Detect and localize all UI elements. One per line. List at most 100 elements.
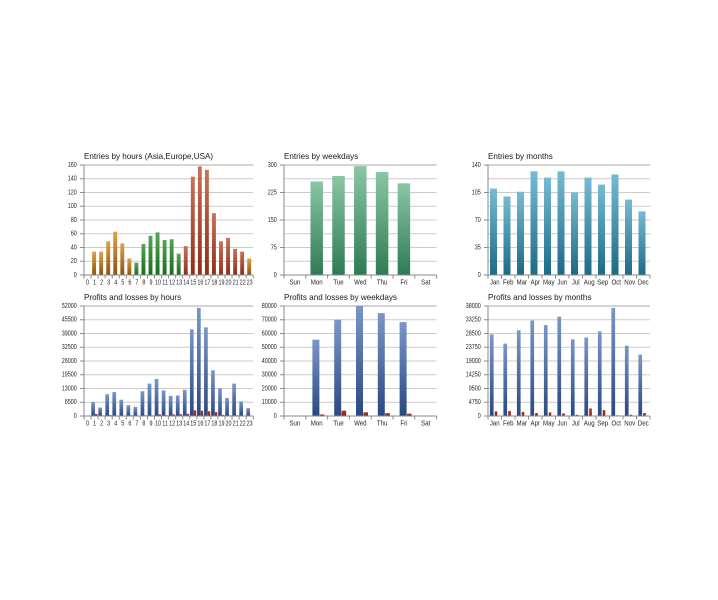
svg-text:23: 23 xyxy=(247,420,253,428)
svg-text:20: 20 xyxy=(226,279,232,287)
svg-text:18: 18 xyxy=(211,279,217,287)
svg-text:40: 40 xyxy=(71,244,77,252)
svg-text:1: 1 xyxy=(93,279,96,287)
svg-text:10000: 10000 xyxy=(262,398,277,406)
svg-text:Wed: Wed xyxy=(354,420,367,428)
svg-text:Jan: Jan xyxy=(490,279,500,287)
svg-text:Sat: Sat xyxy=(421,420,430,428)
svg-text:0: 0 xyxy=(274,271,277,279)
svg-text:28500: 28500 xyxy=(466,330,481,338)
svg-text:70: 70 xyxy=(475,216,481,224)
svg-text:Tue: Tue xyxy=(333,420,344,428)
svg-text:7: 7 xyxy=(135,279,138,287)
svg-text:0: 0 xyxy=(74,271,77,279)
svg-text:Entries by months: Entries by months xyxy=(488,152,553,161)
svg-text:Wed: Wed xyxy=(354,279,367,287)
svg-text:4: 4 xyxy=(114,420,117,428)
svg-text:140: 140 xyxy=(68,175,77,183)
svg-text:Sep: Sep xyxy=(597,420,608,428)
svg-text:3: 3 xyxy=(107,279,110,287)
svg-text:Jan: Jan xyxy=(490,420,500,428)
svg-text:160: 160 xyxy=(68,161,77,169)
svg-text:10: 10 xyxy=(155,420,161,428)
svg-text:140: 140 xyxy=(472,161,481,169)
svg-text:Sun: Sun xyxy=(289,279,300,287)
svg-text:20: 20 xyxy=(226,420,232,428)
svg-text:Sun: Sun xyxy=(289,420,300,428)
svg-text:Sat: Sat xyxy=(421,279,430,287)
svg-text:Aug: Aug xyxy=(584,420,595,428)
svg-text:Mon: Mon xyxy=(311,420,323,428)
svg-text:8: 8 xyxy=(142,420,145,428)
svg-text:16: 16 xyxy=(197,279,203,287)
svg-text:Aug: Aug xyxy=(584,279,595,287)
svg-text:23750: 23750 xyxy=(466,343,481,351)
svg-text:80: 80 xyxy=(71,216,77,224)
svg-text:17: 17 xyxy=(204,279,210,287)
svg-text:Apr: Apr xyxy=(530,420,540,428)
svg-text:4: 4 xyxy=(114,279,117,287)
svg-text:Entries by weekdays: Entries by weekdays xyxy=(284,152,358,161)
svg-text:0: 0 xyxy=(74,412,77,420)
svg-text:13: 13 xyxy=(176,279,182,287)
svg-text:32500: 32500 xyxy=(62,343,77,351)
svg-text:80000: 80000 xyxy=(262,302,277,310)
svg-text:10: 10 xyxy=(155,279,161,287)
svg-text:5: 5 xyxy=(121,279,124,287)
svg-text:May: May xyxy=(543,420,555,428)
svg-text:300: 300 xyxy=(268,161,277,169)
svg-text:30000: 30000 xyxy=(262,371,277,379)
svg-text:13000: 13000 xyxy=(62,385,77,393)
svg-text:Profits and losses by weekdays: Profits and losses by weekdays xyxy=(284,293,397,302)
svg-text:0: 0 xyxy=(274,412,277,420)
svg-text:Apr: Apr xyxy=(530,279,540,287)
svg-text:7: 7 xyxy=(135,420,138,428)
svg-text:12: 12 xyxy=(169,420,175,428)
svg-text:Oct: Oct xyxy=(611,420,621,428)
svg-text:Nov: Nov xyxy=(624,279,635,287)
svg-text:40000: 40000 xyxy=(262,357,277,365)
svg-text:Fri: Fri xyxy=(400,420,408,428)
svg-text:70000: 70000 xyxy=(262,316,277,324)
svg-text:15: 15 xyxy=(190,279,196,287)
svg-text:20000: 20000 xyxy=(262,385,277,393)
svg-text:9: 9 xyxy=(149,279,152,287)
svg-text:6: 6 xyxy=(128,420,131,428)
svg-text:16: 16 xyxy=(197,420,203,428)
svg-text:Profits and losses by hours: Profits and losses by hours xyxy=(84,293,181,302)
svg-text:17: 17 xyxy=(204,420,210,428)
svg-text:105: 105 xyxy=(472,189,481,197)
svg-text:May: May xyxy=(543,279,555,287)
svg-text:9: 9 xyxy=(149,420,152,428)
svg-text:23: 23 xyxy=(247,279,253,287)
svg-text:Thu: Thu xyxy=(377,420,388,428)
svg-text:2: 2 xyxy=(100,279,103,287)
svg-text:Oct: Oct xyxy=(611,279,621,287)
svg-text:Mon: Mon xyxy=(311,279,323,287)
svg-text:Jul: Jul xyxy=(572,279,580,287)
svg-text:0: 0 xyxy=(478,271,481,279)
svg-text:11: 11 xyxy=(162,420,168,428)
svg-text:0: 0 xyxy=(478,412,481,420)
svg-text:Feb: Feb xyxy=(503,420,514,428)
svg-text:11: 11 xyxy=(162,279,168,287)
svg-text:6500: 6500 xyxy=(65,398,77,406)
svg-text:20: 20 xyxy=(71,257,77,265)
svg-text:Entries by hours (Asia,Europe,: Entries by hours (Asia,Europe,USA) xyxy=(84,152,213,161)
svg-text:Dec: Dec xyxy=(638,420,649,428)
svg-text:225: 225 xyxy=(268,189,277,197)
svg-text:Fri: Fri xyxy=(400,279,408,287)
svg-text:0: 0 xyxy=(86,420,89,428)
svg-text:150: 150 xyxy=(268,216,277,224)
svg-text:19: 19 xyxy=(218,420,224,428)
svg-text:120: 120 xyxy=(68,189,77,197)
svg-text:21: 21 xyxy=(233,420,239,428)
svg-text:12: 12 xyxy=(169,279,175,287)
svg-text:33250: 33250 xyxy=(466,316,481,324)
svg-text:21: 21 xyxy=(233,279,239,287)
svg-text:1: 1 xyxy=(93,420,96,428)
svg-text:Mar: Mar xyxy=(516,420,527,428)
svg-text:Mar: Mar xyxy=(516,279,527,287)
svg-text:Nov: Nov xyxy=(624,420,635,428)
svg-text:26000: 26000 xyxy=(62,357,77,365)
